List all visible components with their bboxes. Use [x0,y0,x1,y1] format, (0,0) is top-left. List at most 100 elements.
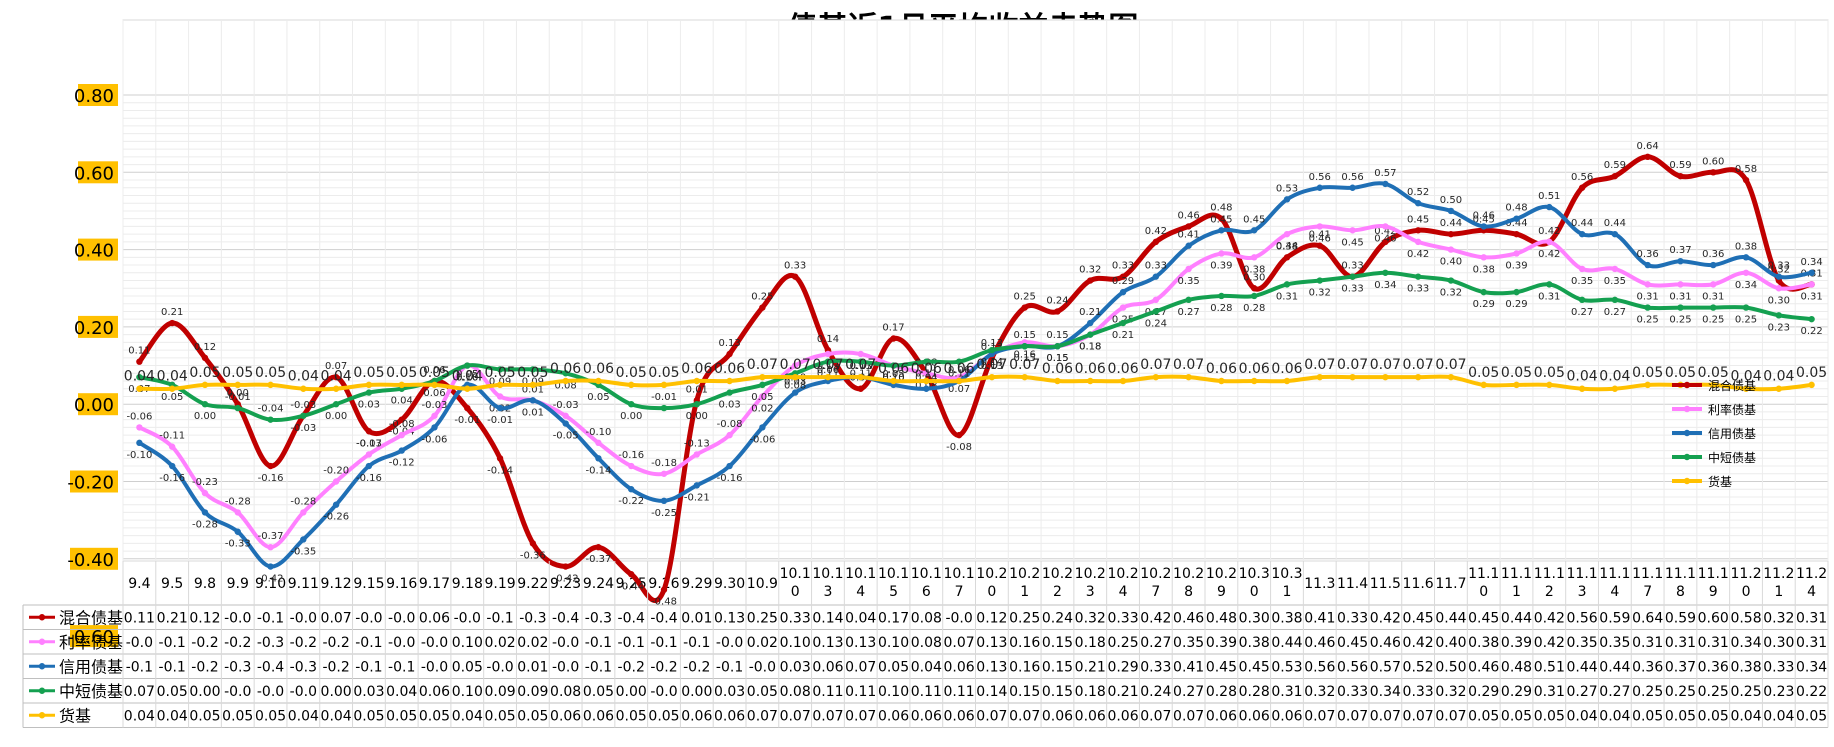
data-point [234,509,241,516]
data-label: 0.35 [1571,276,1593,287]
table-cell: 0.64 [1632,610,1663,626]
data-point [1185,242,1192,249]
x-tick-label: 10.1 [845,566,876,582]
table-cell: 0.31 [1698,635,1729,651]
data-label: 0.07 [325,361,347,372]
table-cell: 0.33 [1763,659,1794,675]
table-cell: 0.25 [1632,684,1663,700]
data-label: 0.29 [1112,276,1134,287]
data-label: -0.11 [159,431,185,442]
data-point [1119,288,1127,296]
data-point [1513,215,1520,222]
x-tick-label: 2 [1545,584,1554,600]
data-label: 0.05 [1468,365,1499,381]
data-label: -0.08 [389,419,415,430]
data-point [136,439,143,447]
data-point [1119,304,1127,311]
table-cell: 0.42 [1534,635,1565,651]
data-point [365,462,373,470]
data-label: 0.05 [484,365,515,381]
table-row-label: 中短债基 [59,682,123,701]
table-cell: 0.05 [452,659,483,675]
data-point [1087,319,1094,327]
x-tick-label: 4 [1119,584,1128,600]
data-point [1087,331,1094,338]
data-point [1251,292,1258,300]
table-cell: 0.32 [1435,684,1466,700]
table-cell: 0.03 [714,684,745,700]
data-label: 0.06 [944,361,975,377]
table-cell: -0.0 [257,684,284,700]
data-point [923,358,930,365]
data-point [1611,385,1619,392]
table-cell: 0.38 [1239,635,1270,651]
table-cell: 0.07 [124,684,155,700]
data-point [1447,277,1455,284]
data-point [168,319,176,327]
data-label: 0.34 [1374,280,1396,291]
table-cell: 0.05 [1665,708,1696,724]
data-point [1251,227,1258,234]
data-label: 0.06 [1107,361,1138,377]
y-tick-highlight [70,547,118,570]
table-cell: 0.06 [878,708,909,724]
data-point [857,350,864,358]
data-label: -0.42 [258,574,284,585]
data-point [398,431,405,439]
table-cell: 0.36 [1698,659,1729,675]
table-cell: -0.0 [945,610,972,626]
legend-label: 利率债基 [1708,402,1756,417]
table-cell: -0.1 [650,635,677,651]
table-cell: 0.42 [1534,610,1565,626]
data-point [1218,292,1225,300]
data-point [464,385,471,392]
table-cell: -0.1 [388,659,415,675]
data-point [1742,176,1750,184]
data-point [1677,281,1684,288]
data-point [726,350,733,358]
table-cell: 0.29 [1107,659,1138,675]
data-point [791,389,799,396]
data-label: 0.13 [850,361,872,372]
data-label: 0.44 [1440,218,1462,229]
x-tick-label: 10.2 [1206,566,1237,582]
data-label: 0.07 [747,357,778,373]
data-label: 0.03 [358,400,380,411]
legend-label: 货基 [1708,474,1732,489]
data-point [660,497,668,505]
data-label: 0.04 [1599,369,1630,385]
data-label: 0.60 [1702,156,1724,167]
data-label: 0.59 [1669,160,1691,171]
table-cell: 0.13 [714,610,745,626]
table-cell: 0.44 [1501,610,1532,626]
table-cell: 0.27 [1567,684,1598,700]
data-label: -0.25 [651,508,677,519]
table-cell: 0.07 [845,659,876,675]
data-label: 0.31 [1538,291,1560,302]
data-point [496,455,504,462]
data-point [1742,254,1750,261]
data-label: 0.07 [948,384,970,395]
table-cell: 0.16 [1009,659,1040,675]
legend-marker [1683,429,1691,437]
x-tick-label: 9 [1217,584,1226,600]
table-cell: 0.04 [157,708,188,724]
table-cell: 0.07 [1009,708,1040,724]
data-label: 0.07 [1304,357,1335,373]
x-tick-label: 10.9 [747,576,778,592]
table-cell: 0.59 [1665,610,1696,626]
data-label: 0.06 [1042,361,1073,377]
data-point [496,366,504,373]
table-cell: 0.09 [517,684,548,700]
data-label: 0.00 [227,388,249,399]
data-label: -0.12 [389,458,415,469]
data-label: 0.07 [1173,357,1204,373]
data-label: 0.30 [1768,295,1790,306]
data-label: 0.05 [1632,365,1663,381]
data-point [1546,381,1553,389]
data-label: 0.00 [194,411,216,422]
data-label: 0.00 [686,411,708,422]
data-label: 0.18 [1079,342,1101,353]
data-label: 0.05 [1796,365,1827,381]
y-tick-highlight [78,393,118,416]
